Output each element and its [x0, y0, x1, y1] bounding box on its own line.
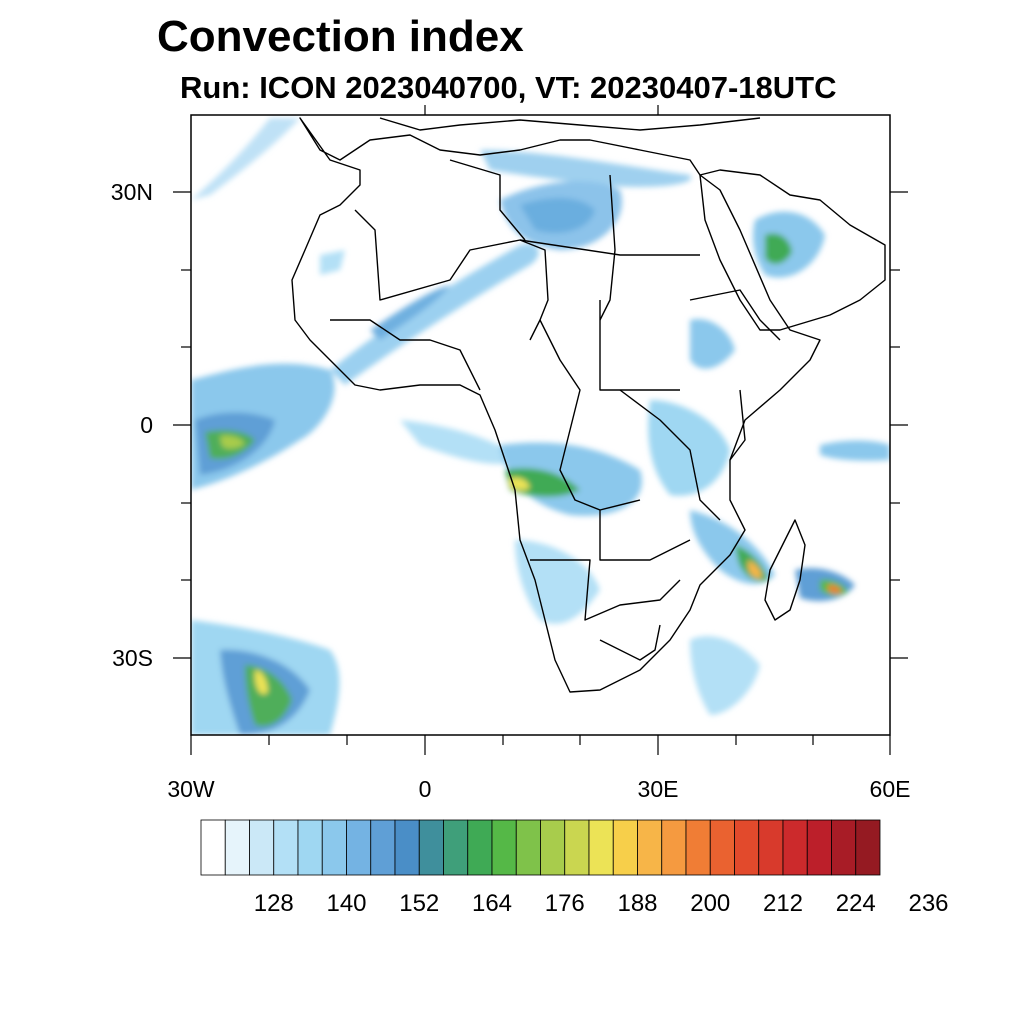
colorbar-tick-label: 188: [617, 890, 657, 917]
colorbar-swatch: [370, 819, 396, 876]
map-title: Convection index: [157, 12, 524, 61]
colorbar-swatch: [346, 819, 372, 876]
colorbar-swatch: [685, 819, 711, 876]
colorbar-tick-label: 212: [763, 890, 803, 917]
colorbar-swatch: [273, 819, 299, 876]
colorbar-labels: 128 140 152 164 176 188 200 212 224 236: [254, 890, 949, 917]
colorbar-tick-label: 164: [472, 890, 512, 917]
colorbar-tick-label: 128: [254, 890, 294, 917]
x-label-0: 0: [419, 776, 432, 802]
colorbar-swatch: [491, 819, 517, 876]
colorbar-swatch: [249, 819, 275, 876]
colorbar-swatch: [588, 819, 614, 876]
x-label-30e: 30E: [638, 776, 679, 802]
colorbar-swatch: [224, 819, 250, 876]
colorbar-swatch: [321, 819, 347, 876]
colorbar-swatch: [515, 819, 541, 876]
x-label-60e: 60E: [870, 776, 911, 802]
colorbar-swatch: [612, 819, 638, 876]
colorbar-swatch: [394, 819, 420, 876]
colorbar-swatch: [831, 819, 857, 876]
colorbar-swatch: [661, 819, 687, 876]
x-label-30w: 30W: [167, 776, 215, 802]
colorbar-swatch: [443, 819, 469, 876]
colorbar-swatch: [806, 819, 832, 876]
colorbar-swatch: [564, 819, 590, 876]
map-subtitle: Run: ICON 2023040700, VT: 20230407-18UTC: [180, 70, 837, 105]
coastlines: [291, 117, 886, 693]
colorbar-swatch: [758, 819, 784, 876]
tick-marks: [173, 105, 908, 755]
y-label-30s: 30S: [112, 645, 153, 671]
colorbar-swatch: [418, 819, 444, 876]
colorbar-swatch: [734, 819, 760, 876]
colorbar-swatch: [200, 819, 226, 876]
colorbar-swatch: [782, 819, 808, 876]
y-label-0: 0: [140, 412, 153, 438]
colorbar-swatch: [637, 819, 663, 876]
colorbar-tick-label: 236: [908, 890, 948, 917]
colorbar-tick-label: 176: [545, 890, 585, 917]
colorbar-swatch: [855, 819, 881, 876]
colorbar-swatch: [467, 819, 493, 876]
colorbar-swatch: [540, 819, 566, 876]
colorbar-swatch: [297, 819, 323, 876]
convection-field: [191, 118, 890, 735]
colorbar: [200, 819, 881, 876]
colorbar-tick-label: 224: [836, 890, 876, 917]
colorbar-tick-label: 152: [399, 890, 439, 917]
colorbar-swatch: [709, 819, 735, 876]
y-label-30n: 30N: [111, 179, 153, 205]
colorbar-tick-label: 140: [326, 890, 366, 917]
colorbar-tick-label: 200: [690, 890, 730, 917]
